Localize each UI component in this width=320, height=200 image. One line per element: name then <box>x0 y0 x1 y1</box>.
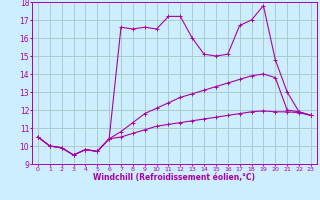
X-axis label: Windchill (Refroidissement éolien,°C): Windchill (Refroidissement éolien,°C) <box>93 173 255 182</box>
